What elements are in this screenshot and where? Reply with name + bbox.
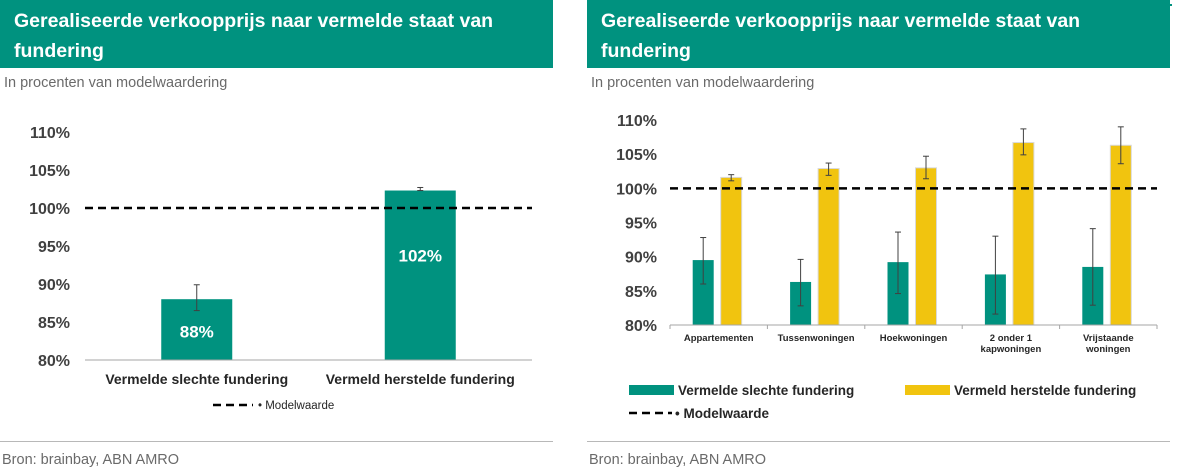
legend-label-herstelde-fundering: Vermeld herstelde fundering [954, 383, 1136, 398]
y-tick-label: 80% [625, 318, 657, 335]
chart-subtitle-left: In procenten van modelwaardering [4, 75, 228, 91]
bar-herstelde-fundering [1012, 142, 1035, 326]
y-tick-label: 105% [29, 163, 70, 180]
chart-title-right: Gerealiseerde verkoopprijs naar vermelde… [587, 0, 1170, 68]
y-tick-label: 85% [625, 284, 657, 301]
source-divider-right [587, 441, 1170, 442]
source-divider-left [0, 441, 553, 442]
x-category-label: Tussenwoningen [778, 333, 855, 344]
legend-label-slechte-fundering: Vermelde slechte fundering [678, 383, 854, 398]
bar-herstelde-fundering [720, 176, 743, 326]
y-tick-label: 95% [38, 239, 70, 256]
source-note-right: Bron: brainbay, ABN AMRO [589, 452, 767, 468]
chart-right-svg: 80% 85% 90% 95% 100% 105% 110% Appartementen Tus… [616, 113, 1158, 421]
x-category-label: Vrijstaande [1083, 333, 1134, 344]
legend-label-modelwaarde: • Modelwaarde [258, 400, 334, 412]
chart-title-left: Gerealiseerde verkoopprijs naar vermelde… [0, 0, 553, 68]
x-category-label: Appartementen [684, 333, 754, 344]
y-tick-label: 100% [29, 201, 70, 218]
bar-herstelde-fundering [817, 168, 840, 326]
corner-decoration [1161, 0, 1172, 6]
bar [384, 190, 456, 360]
y-tick-label: 100% [616, 181, 657, 198]
chart-subtitle-right: In procenten van modelwaardering [591, 75, 815, 91]
y-tick-label: 110% [617, 113, 657, 130]
source-note-left: Bron: brainbay, ABN AMRO [2, 452, 180, 468]
y-tick-label: 90% [625, 250, 657, 267]
x-category-label: 2 onder 1 [990, 333, 1033, 344]
y-tick-label: 85% [38, 315, 70, 332]
bar-herstelde-fundering [1109, 144, 1132, 326]
x-category-label: Vermelde slechte fundering [105, 371, 288, 387]
chart-panel-right: Gerealiseerde verkoopprijs naar vermelde… [587, 0, 1170, 474]
data-label: 88% [180, 323, 214, 342]
x-category-label: woningen [1085, 344, 1131, 355]
y-tick-label: 80% [38, 353, 70, 370]
y-tick-label: 105% [616, 147, 657, 164]
y-tick-label: 95% [625, 216, 657, 233]
legend-label-modelwaarde: • Modelwaarde [675, 406, 769, 421]
y-tick-label: 90% [38, 277, 70, 294]
legend-swatch-slechte-fundering [629, 385, 674, 395]
chart-panel-left: Gerealiseerde verkoopprijs naar vermelde… [0, 0, 553, 474]
x-category-label: Hoekwoningen [880, 333, 948, 344]
x-category-label: Vermeld herstelde fundering [326, 371, 515, 387]
y-tick-label: 110% [30, 125, 70, 142]
x-category-label: kapwoningen [981, 344, 1042, 355]
bar-slechte-fundering [692, 260, 714, 325]
chart-left-svg: 80% 85% 90% 95% 100% 105% 110% 88% Vermelde slec… [29, 125, 532, 412]
data-label: 102% [399, 246, 442, 265]
legend-swatch-herstelde-fundering [905, 385, 950, 395]
bar-herstelde-fundering [915, 167, 937, 326]
